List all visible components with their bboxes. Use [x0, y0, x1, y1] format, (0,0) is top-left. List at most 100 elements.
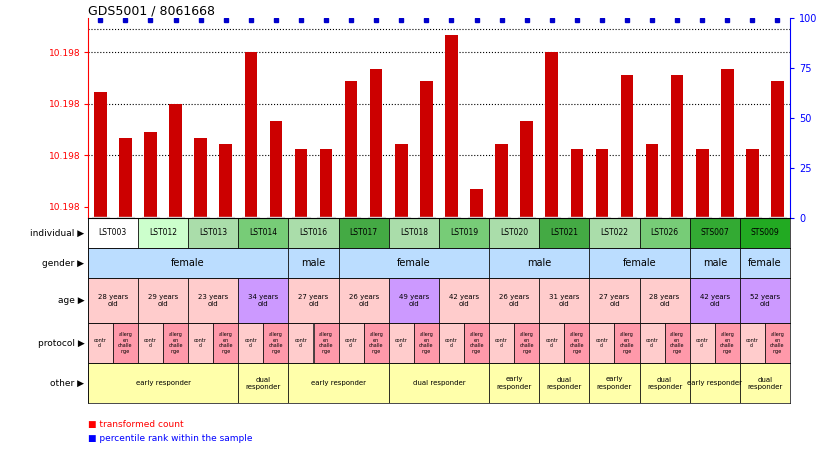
Text: 42 years
old: 42 years old: [449, 294, 479, 307]
Text: contr
ol: contr ol: [244, 337, 257, 348]
Bar: [665, 323, 690, 363]
Text: gender ▶: gender ▶: [43, 258, 84, 267]
Bar: [489, 218, 539, 248]
Bar: [670, 75, 683, 218]
Text: female: female: [171, 258, 205, 268]
Bar: [169, 104, 181, 218]
Bar: [690, 363, 740, 403]
Bar: [690, 278, 740, 323]
Bar: [539, 323, 564, 363]
Bar: [138, 323, 163, 363]
Text: allerg
en
challe
nge: allerg en challe nge: [720, 332, 735, 354]
Bar: [489, 363, 539, 403]
Text: contr
ol: contr ol: [696, 337, 709, 348]
Text: 27 years
old: 27 years old: [599, 294, 630, 307]
Text: 42 years
old: 42 years old: [700, 294, 730, 307]
Bar: [771, 81, 784, 218]
Bar: [339, 278, 389, 323]
Bar: [113, 323, 138, 363]
Text: GDS5001 / 8061668: GDS5001 / 8061668: [88, 4, 215, 17]
Bar: [188, 218, 238, 248]
Text: allerg
en
challe
nge: allerg en challe nge: [419, 332, 434, 354]
Bar: [88, 363, 238, 403]
Bar: [339, 248, 489, 278]
Bar: [238, 218, 288, 248]
Bar: [188, 278, 238, 323]
Text: dual
responder: dual responder: [547, 376, 582, 390]
Bar: [589, 278, 640, 323]
Bar: [721, 69, 733, 218]
Text: allerg
en
challe
nge: allerg en challe nge: [569, 332, 584, 354]
Text: 26 years
old: 26 years old: [349, 294, 379, 307]
Text: 29 years
old: 29 years old: [148, 294, 178, 307]
Bar: [765, 323, 790, 363]
Bar: [88, 323, 113, 363]
Text: LST013: LST013: [199, 228, 227, 237]
Text: allerg
en
challe
nge: allerg en challe nge: [168, 332, 183, 354]
Text: allerg
en
challe
nge: allerg en challe nge: [619, 332, 635, 354]
Bar: [395, 144, 408, 218]
Bar: [138, 278, 188, 323]
Bar: [288, 323, 314, 363]
Bar: [589, 248, 690, 278]
Text: 23 years
old: 23 years old: [198, 294, 228, 307]
Text: dual
responder: dual responder: [246, 376, 281, 390]
Bar: [740, 248, 790, 278]
Text: LST016: LST016: [299, 228, 328, 237]
Text: male: male: [702, 258, 727, 268]
Bar: [389, 278, 439, 323]
Text: protocol ▶: protocol ▶: [38, 338, 84, 347]
Text: contr
ol: contr ol: [294, 337, 308, 348]
Text: early responder: early responder: [135, 380, 191, 386]
Bar: [439, 323, 464, 363]
Text: contr
ol: contr ol: [194, 337, 207, 348]
Text: STS009: STS009: [751, 228, 779, 237]
Bar: [539, 278, 589, 323]
Bar: [690, 248, 740, 278]
Bar: [288, 278, 339, 323]
Text: 52 years
old: 52 years old: [750, 294, 780, 307]
Bar: [545, 52, 558, 218]
Text: contr
ol: contr ol: [344, 337, 358, 348]
Bar: [94, 92, 107, 218]
Bar: [445, 35, 458, 218]
Bar: [339, 323, 364, 363]
Bar: [219, 144, 232, 218]
Text: female: female: [397, 258, 431, 268]
Bar: [238, 323, 263, 363]
Text: 28 years
old: 28 years old: [98, 294, 128, 307]
Bar: [740, 218, 790, 248]
Bar: [640, 218, 690, 248]
Text: 27 years
old: 27 years old: [298, 294, 329, 307]
Text: LST017: LST017: [349, 228, 378, 237]
Bar: [288, 218, 339, 248]
Bar: [389, 323, 414, 363]
Bar: [640, 323, 665, 363]
Text: allerg
en
challe
nge: allerg en challe nge: [268, 332, 283, 354]
Bar: [589, 323, 614, 363]
Bar: [589, 363, 640, 403]
Text: male: male: [527, 258, 552, 268]
Text: allerg
en
challe
nge: allerg en challe nge: [118, 332, 133, 354]
Text: contr
ol: contr ol: [545, 337, 558, 348]
Bar: [119, 138, 131, 218]
Bar: [439, 278, 489, 323]
Bar: [715, 323, 740, 363]
Text: LST020: LST020: [500, 228, 528, 237]
Bar: [389, 218, 439, 248]
Text: contr
ol: contr ol: [445, 337, 458, 348]
Text: LST014: LST014: [249, 228, 278, 237]
Text: allerg
en
challe
nge: allerg en challe nge: [218, 332, 233, 354]
Text: ■ transformed count: ■ transformed count: [88, 419, 183, 428]
Bar: [620, 75, 634, 218]
Bar: [570, 149, 583, 218]
Text: dual
responder: dual responder: [647, 376, 682, 390]
Bar: [144, 132, 156, 218]
Text: allerg
en
challe
nge: allerg en challe nge: [770, 332, 785, 354]
Bar: [420, 81, 433, 218]
Bar: [746, 149, 758, 218]
Bar: [138, 218, 188, 248]
Bar: [640, 363, 690, 403]
Bar: [690, 218, 740, 248]
Text: contr
ol: contr ol: [94, 337, 107, 348]
